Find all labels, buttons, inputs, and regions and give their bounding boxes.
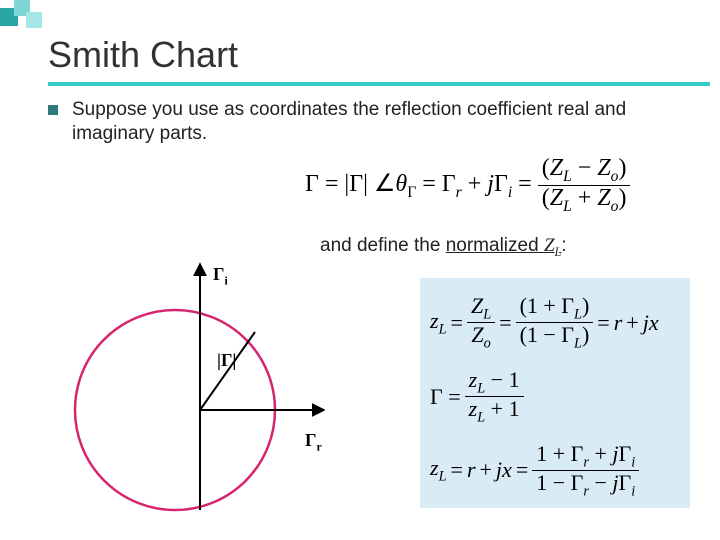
- gamma-plane-diagram: Γi Γr |Γ|: [55, 260, 325, 530]
- eq-zl-from-gamma: zL = r + jx = 1 + Γr + jΓi1 − Γr − jΓi: [430, 442, 686, 500]
- title-bar: Smith Chart: [48, 34, 710, 86]
- label-gamma-r: Γr: [305, 430, 322, 454]
- eq1-part: Γ = |Γ| ∠θΓ = Γr + jΓi =: [305, 171, 538, 197]
- label-gamma-i: Γi: [213, 264, 228, 288]
- eq-gamma-from-zl: Γ = zL − 1zL + 1: [430, 368, 686, 426]
- label-gamma-mag: |Γ|: [217, 350, 236, 371]
- text2-prefix: and define the: [320, 235, 446, 256]
- text2-zl: ZL: [544, 235, 561, 256]
- text2-underlined: normalized: [446, 235, 544, 256]
- text-normalized-zl: and define the normalized ZL:: [320, 235, 567, 260]
- eq1-fraction: (ZL − Zo) (ZL + Zo): [538, 156, 631, 215]
- equation-box: zL = ZLZo = (1 + ΓL)(1 − ΓL) = r + jx Γ …: [420, 278, 690, 508]
- bullet-icon: [48, 105, 58, 115]
- diagram-svg: [55, 260, 325, 530]
- body-text: Suppose you use as coordinates the refle…: [72, 98, 680, 146]
- text2-suffix: :: [561, 235, 566, 256]
- eq-zl-def: zL = ZLZo = (1 + ΓL)(1 − ΓL) = r + jx: [430, 294, 686, 352]
- equation-gamma-def: Γ = |Γ| ∠θΓ = Γr + jΓi = (ZL − Zo) (ZL +…: [305, 156, 630, 215]
- slide-title: Smith Chart: [48, 34, 710, 76]
